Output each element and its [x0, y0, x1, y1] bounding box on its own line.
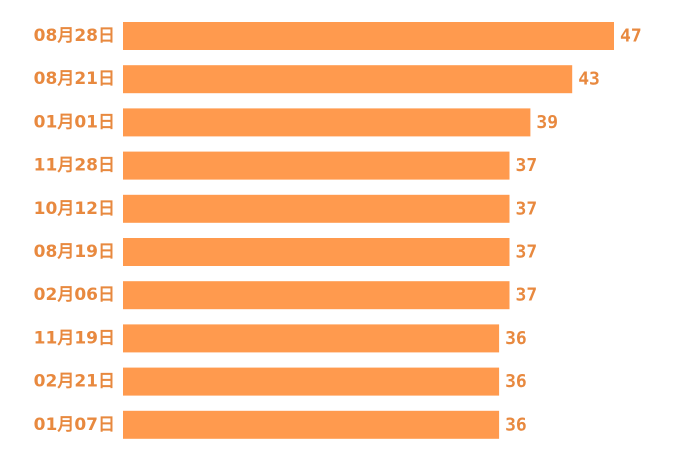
- value-label: 36: [505, 328, 527, 349]
- bar-row: 01月07日 36: [34, 410, 527, 439]
- category-label: 08月21日: [34, 69, 115, 89]
- value-label: 39: [536, 112, 558, 133]
- category-label: 10月12日: [34, 199, 115, 219]
- bar-row: 11月28日 37: [34, 151, 538, 180]
- bar: [123, 281, 510, 310]
- value-label: 43: [578, 69, 600, 90]
- value-label: 37: [516, 285, 538, 306]
- bar-row: 02月21日 36: [34, 367, 527, 396]
- bar-row: 02月06日 37: [34, 281, 538, 310]
- bar: [123, 22, 614, 50]
- bar: [123, 410, 500, 439]
- bar-row: 08月21日 43: [34, 65, 600, 94]
- category-label: 02月21日: [34, 372, 115, 392]
- category-label: 11月28日: [34, 156, 115, 176]
- bar: [123, 324, 500, 353]
- category-label: 08月19日: [34, 242, 115, 262]
- value-label: 36: [505, 371, 527, 392]
- value-label: 37: [516, 155, 538, 176]
- bar-row: 01月01日 39: [34, 108, 558, 137]
- category-label: 01月01日: [34, 112, 115, 132]
- bar-row: 08月19日 37: [34, 238, 538, 266]
- bar-row: 10月12日 37: [34, 194, 538, 223]
- category-label: 01月07日: [34, 415, 115, 435]
- bar: [123, 238, 510, 266]
- category-label: 11月19日: [34, 328, 115, 348]
- value-label: 37: [516, 242, 538, 263]
- bar-row: 08月28日 47: [34, 22, 642, 50]
- bar: [123, 194, 510, 223]
- bar: [123, 108, 531, 137]
- bar-row: 11月19日 36: [34, 324, 527, 353]
- category-label: 02月06日: [34, 285, 115, 305]
- value-label: 47: [620, 26, 642, 47]
- bar: [123, 65, 573, 94]
- value-label: 37: [516, 198, 538, 219]
- bar: [123, 151, 510, 180]
- bar: [123, 367, 500, 396]
- value-label: 36: [505, 414, 527, 435]
- category-label: 08月28日: [34, 26, 115, 46]
